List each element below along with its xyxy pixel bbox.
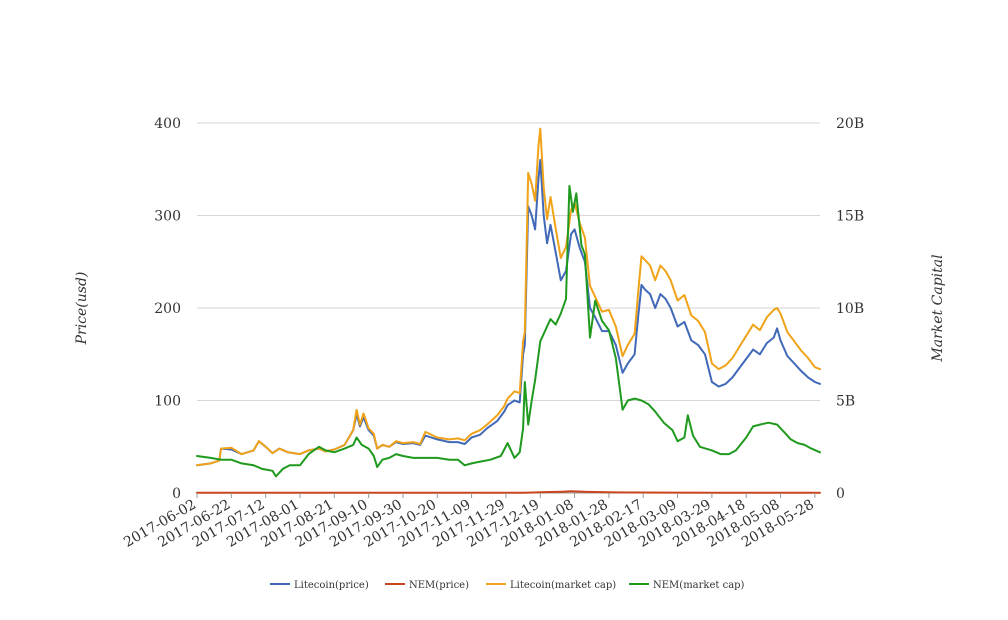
y2-tick-label: 15B: [836, 209, 864, 225]
legend-label: Litecoin(market cap): [510, 580, 616, 591]
y-tick-label: 200: [154, 301, 181, 317]
y-axis-title: Price(usd): [74, 272, 90, 346]
series-lines: [196, 127, 821, 494]
legend-label: NEM(market cap): [653, 580, 745, 591]
series-line-0: [196, 159, 821, 467]
y-tick-label: 100: [154, 394, 181, 410]
series-line-2: [196, 127, 821, 467]
y-tick-label: 0: [172, 486, 181, 502]
y2-axis-title: Market Capital: [930, 254, 946, 362]
y2-tick-label: 20B: [836, 116, 864, 132]
series-line-1: [196, 490, 821, 494]
y2-tick-label: 10B: [836, 301, 864, 317]
legend-label: Litecoin(price): [294, 580, 369, 591]
series-line-3: [196, 184, 821, 478]
y-tick-label: 400: [154, 116, 181, 132]
gridlines: [197, 122, 820, 494]
y-tick-label: 300: [154, 209, 181, 225]
legend: Litecoin(price) NEM(price) Litecoin(market…: [270, 580, 745, 591]
y2-tick-label: 5B: [836, 394, 855, 410]
legend-label: NEM(price): [409, 580, 469, 591]
y2-tick-label: 0: [836, 486, 845, 502]
